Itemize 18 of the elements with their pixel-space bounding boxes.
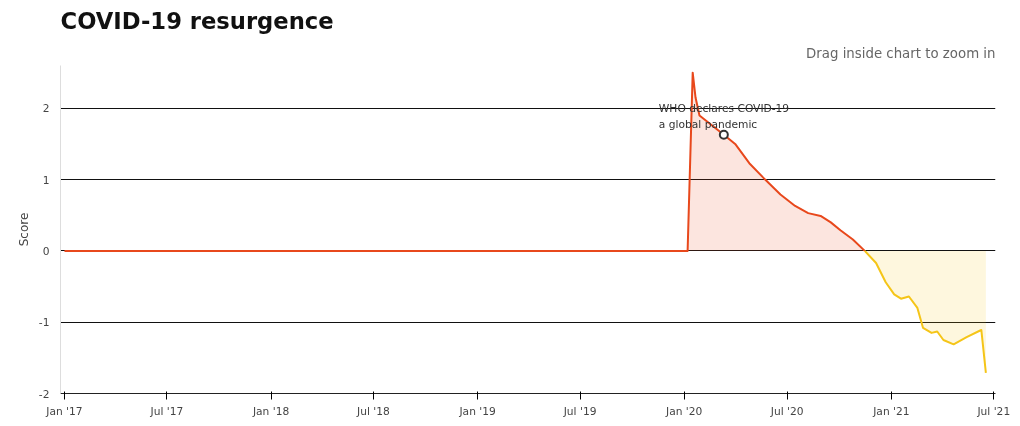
- x-tick-label: Jul '21: [976, 404, 1011, 418]
- x-tick-label: Jan '19: [458, 404, 496, 418]
- y-tick-label: -2: [38, 387, 50, 401]
- text: Drag inside chart to zoom in: [806, 45, 996, 61]
- x-tick-label: Jan '18: [251, 404, 290, 418]
- x-tick-label: Jan '21: [872, 404, 910, 418]
- y-tick-label: 0: [42, 244, 50, 258]
- x-tick-label: Jan '17: [45, 404, 83, 418]
- x-tick-label: Jul '18: [356, 404, 391, 418]
- x-tick-label: Jul '17: [149, 404, 184, 418]
- x-tick-label: Jan '20: [665, 404, 703, 418]
- y-axis-title: Score: [16, 212, 31, 247]
- y-tick-label: 1: [42, 173, 50, 187]
- x-tick-label: Jul '19: [562, 404, 597, 418]
- x-tick-label: Jul '20: [769, 404, 804, 418]
- y-tick-label: 2: [42, 102, 50, 116]
- chart-title: COVID-19 resurgence: [60, 7, 334, 34]
- y-tick-label: -1: [38, 316, 50, 330]
